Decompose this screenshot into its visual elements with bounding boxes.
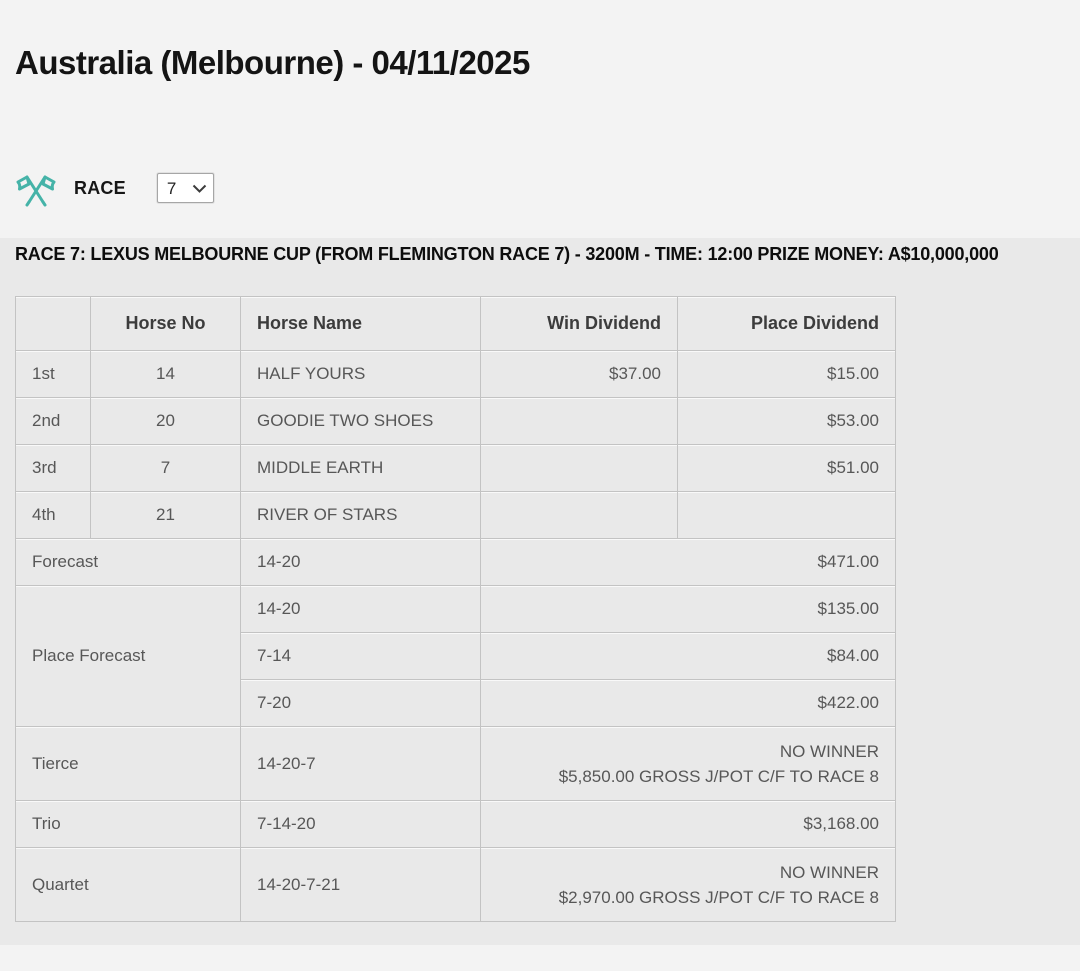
pool-dividend-cell: NO WINNER $2,970.00 GROSS J/POT C/F TO R… [481, 848, 896, 922]
place-dividend-cell [678, 492, 896, 539]
no-winner-text: NO WINNER [779, 862, 879, 882]
pool-name-cell: Trio [16, 801, 241, 848]
place-dividend-cell: $53.00 [678, 398, 896, 445]
column-header-place [16, 297, 91, 351]
horse-no-cell: 14 [91, 351, 241, 398]
pool-name-cell: Quartet [16, 848, 241, 922]
pool-name-cell: Forecast [16, 539, 241, 586]
place-cell: 2nd [16, 398, 91, 445]
jackpot-carryover-text: $5,850.00 GROSS J/POT C/F TO RACE 8 [558, 766, 879, 786]
pool-dividend-cell: $84.00 [481, 633, 896, 680]
column-header-win-dividend: Win Dividend [481, 297, 678, 351]
pool-combination-cell: 14-20-7 [241, 727, 481, 801]
race-picker: RACE 7 [0, 168, 1080, 208]
pool-row-place-forecast: Place Forecast 14-20 $135.00 [16, 586, 896, 727]
jackpot-carryover-text: $2,970.00 GROSS J/POT C/F TO RACE 8 [558, 887, 879, 907]
pool-dividend-cell: $3,168.00 [481, 801, 896, 848]
no-winner-text: NO WINNER [779, 741, 879, 761]
pool-row-trio: Trio 7-14-20 $3,168.00 [16, 801, 896, 848]
pool-row-place-forecast: 7-14 $84.00 [16, 633, 896, 680]
horse-name-cell: MIDDLE EARTH [241, 445, 481, 492]
table-row: 1st 14 HALF YOURS $37.00 $15.00 [16, 351, 896, 398]
place-cell: 3rd [16, 445, 91, 492]
pool-combination-cell: 7-14 [241, 633, 481, 680]
table-row: 3rd 7 MIDDLE EARTH $51.00 [16, 445, 896, 492]
pool-row-place-forecast: 7-20 $422.00 [16, 680, 896, 727]
page-title: Australia (Melbourne) - 04/11/2025 [15, 44, 530, 81]
win-dividend-cell [481, 398, 678, 445]
race-select-wrapper: 7 [156, 173, 214, 203]
results-table: Horse No Horse Name Win Dividend Place D… [15, 296, 896, 922]
win-dividend-cell [481, 445, 678, 492]
table-row: 2nd 20 GOODIE TWO SHOES $53.00 [16, 398, 896, 445]
column-header-horse-name: Horse Name [241, 297, 481, 351]
table-header-row: Horse No Horse Name Win Dividend Place D… [16, 297, 896, 351]
pool-dividend-cell: $471.00 [481, 539, 896, 586]
column-header-place-dividend: Place Dividend [678, 297, 896, 351]
pool-row-forecast: Forecast 14-20 $471.00 [16, 539, 896, 586]
place-dividend-cell: $51.00 [678, 445, 896, 492]
pool-name-cell: Place Forecast [16, 586, 241, 727]
pool-combination-cell: 14-20 [241, 539, 481, 586]
pool-combination-cell: 7-14-20 [241, 801, 481, 848]
horse-no-cell: 21 [91, 492, 241, 539]
horse-name-cell: GOODIE TWO SHOES [241, 398, 481, 445]
crossed-flags-icon [15, 169, 57, 207]
race-results-section: RACE 7: LEXUS MELBOURNE CUP (FROM FLEMIN… [0, 238, 1080, 945]
horse-no-cell: 20 [91, 398, 241, 445]
pool-combination-cell: 7-20 [241, 680, 481, 727]
place-cell: 4th [16, 492, 91, 539]
pool-row-tierce: Tierce 14-20-7 NO WINNER $5,850.00 GROSS… [16, 727, 896, 801]
win-dividend-cell [481, 492, 678, 539]
place-cell: 1st [16, 351, 91, 398]
win-dividend-cell: $37.00 [481, 351, 678, 398]
horse-name-cell: HALF YOURS [241, 351, 481, 398]
table-row: 4th 21 RIVER OF STARS [16, 492, 896, 539]
horse-no-cell: 7 [91, 445, 241, 492]
horse-name-cell: RIVER OF STARS [241, 492, 481, 539]
place-dividend-cell: $15.00 [678, 351, 896, 398]
race-label: RACE [74, 177, 126, 198]
pool-dividend-cell: $422.00 [481, 680, 896, 727]
pool-combination-cell: 14-20 [241, 586, 481, 633]
pool-dividend-cell: $135.00 [481, 586, 896, 633]
pool-dividend-cell: NO WINNER $5,850.00 GROSS J/POT C/F TO R… [481, 727, 896, 801]
race-select[interactable]: 7 [156, 173, 214, 203]
race-title: RACE 7: LEXUS MELBOURNE CUP (FROM FLEMIN… [15, 244, 999, 264]
pool-name-cell: Tierce [16, 727, 241, 801]
pool-combination-cell: 14-20-7-21 [241, 848, 481, 922]
pool-row-quartet: Quartet 14-20-7-21 NO WINNER $2,970.00 G… [16, 848, 896, 922]
column-header-horse-no: Horse No [91, 297, 241, 351]
